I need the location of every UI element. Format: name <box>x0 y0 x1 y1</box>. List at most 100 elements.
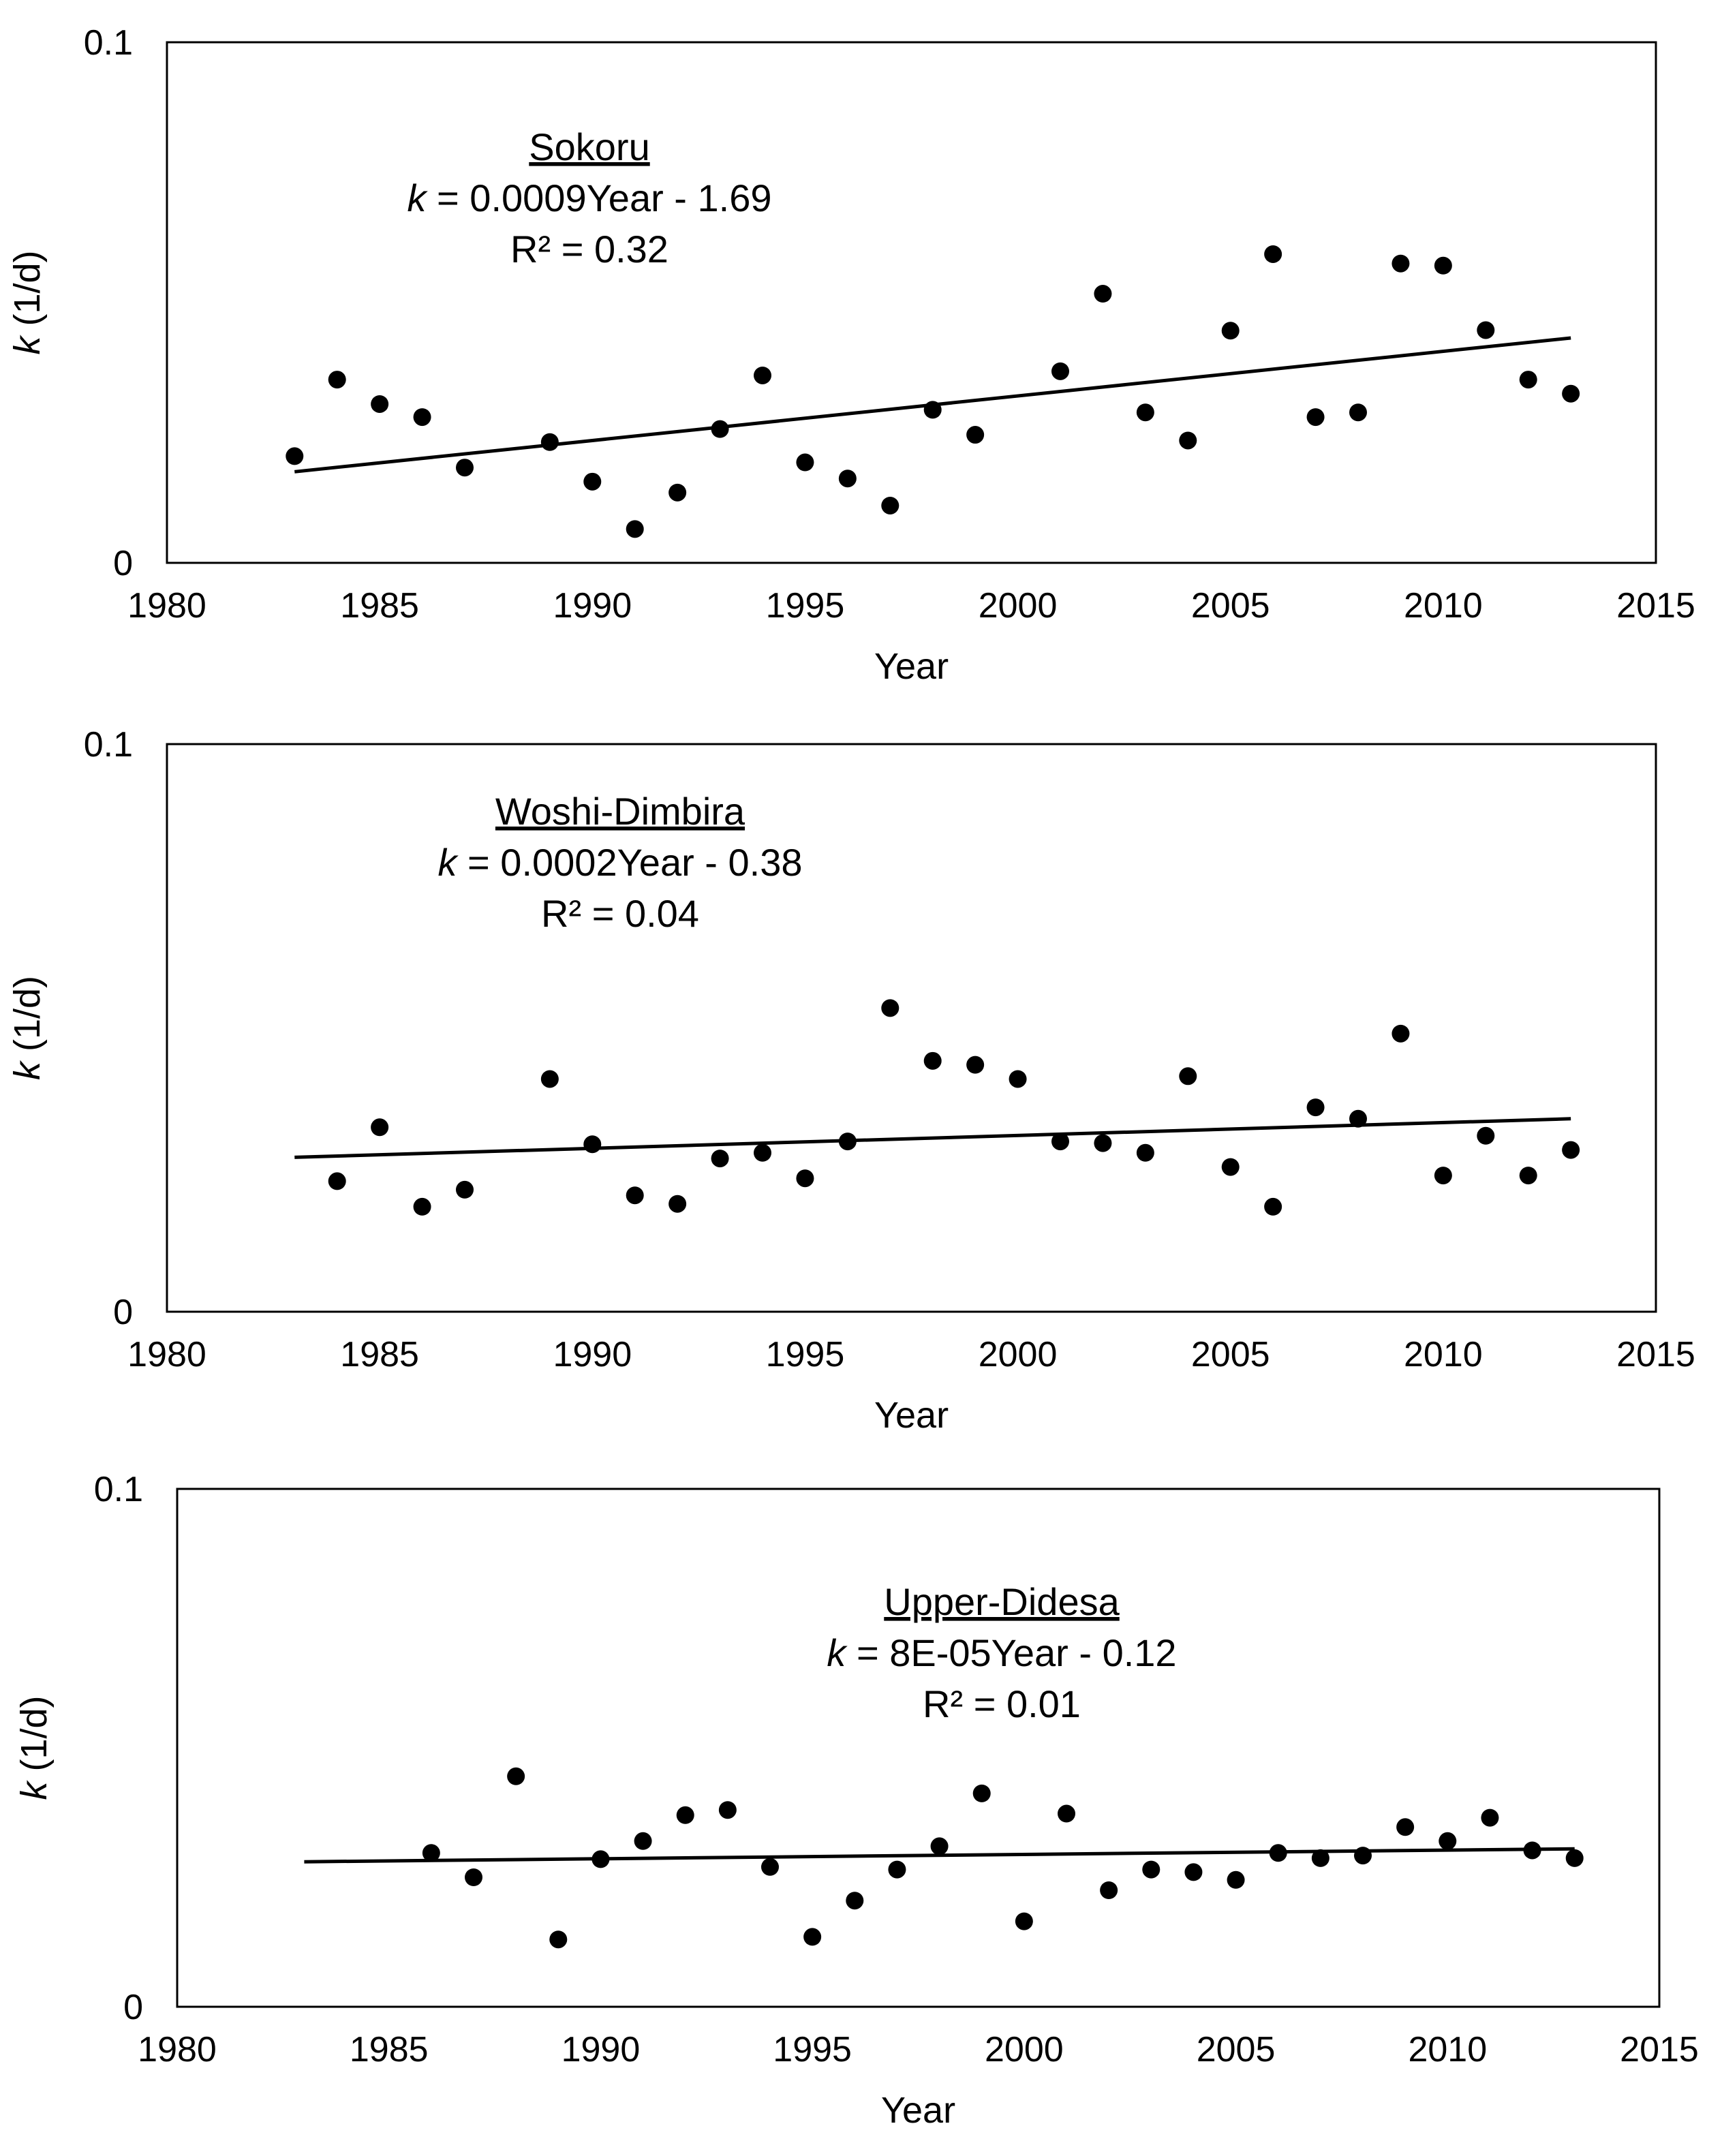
data-point <box>507 1767 525 1785</box>
x-tick-label: 1985 <box>350 2030 429 2069</box>
x-tick-label: 2005 <box>1191 1335 1270 1374</box>
y-tick-label: 0 <box>123 1988 143 2027</box>
chart-panel-upper-didesa: 0 0.1 1980 1985 1990 1995 2000 2005 2010 2015 Year… <box>14 1470 1699 2131</box>
data-point <box>1562 384 1580 403</box>
r-squared: R² = 0.32 <box>510 228 668 271</box>
x-tick-label: 1990 <box>562 2030 641 2069</box>
regression-equation: k = 0.0002Year - 0.38 <box>437 841 802 884</box>
y-tick-label: 0 <box>113 1293 133 1332</box>
data-point <box>1439 1832 1457 1850</box>
data-point <box>549 1930 568 1949</box>
x-tick-label: 1995 <box>766 586 845 626</box>
r-squared: R² = 0.04 <box>541 892 699 935</box>
x-tick-label: 2015 <box>1620 2030 1699 2069</box>
x-tick-label: 1990 <box>553 1335 632 1374</box>
data-point <box>668 1195 687 1213</box>
data-point <box>803 1928 822 1946</box>
regression-equation: k = 0.0009Year - 1.69 <box>407 176 771 219</box>
data-point <box>1392 254 1410 273</box>
x-tick-label: 2010 <box>1404 586 1483 626</box>
data-point <box>761 1858 779 1876</box>
trendline <box>294 1117 1571 1159</box>
data-point <box>1136 403 1154 422</box>
data-point <box>1349 403 1367 422</box>
data-point <box>1434 256 1452 275</box>
x-tick-label: 2005 <box>1191 586 1270 626</box>
data-point <box>1565 1849 1584 1867</box>
data-point <box>754 366 771 384</box>
x-tick-label: 1995 <box>766 1335 845 1374</box>
data-point <box>711 420 729 438</box>
data-point <box>1434 1167 1452 1185</box>
plot-frame <box>166 743 1657 1313</box>
data-point <box>930 1837 949 1855</box>
y-tick-label: 0 <box>113 544 133 583</box>
data-point <box>881 999 900 1017</box>
data-point <box>1523 1841 1541 1860</box>
regression-equation: k = 8E-05Year - 0.12 <box>827 1631 1176 1674</box>
data-point <box>1477 1126 1495 1145</box>
data-point <box>413 408 431 427</box>
data-point <box>923 401 942 419</box>
site-name: Upper-Didesa <box>884 1580 1120 1623</box>
data-point <box>371 395 389 413</box>
y-tick-label: 0.1 <box>84 725 133 765</box>
data-point <box>1519 1167 1537 1185</box>
x-tick-label: 1990 <box>553 586 632 626</box>
x-tick-label: 2015 <box>1616 586 1695 626</box>
data-point <box>540 1070 559 1088</box>
data-point <box>711 1150 729 1168</box>
data-point <box>1142 1860 1160 1879</box>
data-point <box>846 1892 864 1910</box>
data-point <box>1179 1067 1197 1085</box>
data-point <box>540 433 559 451</box>
data-point <box>1100 1881 1118 1899</box>
data-point <box>583 1135 602 1154</box>
data-point <box>1058 1804 1075 1823</box>
data-point <box>966 426 985 444</box>
x-axis-title: Year <box>874 646 949 687</box>
data-point <box>456 1180 474 1199</box>
data-point <box>1477 321 1495 339</box>
x-axis-title: Year <box>881 2090 955 2131</box>
data-point <box>1094 285 1112 303</box>
x-tick-label: 2000 <box>985 2030 1064 2069</box>
data-point <box>1306 408 1325 427</box>
r-squared: R² = 0.01 <box>923 1682 1081 1725</box>
data-point <box>626 520 644 538</box>
y-axis-title: k (1/d) <box>7 250 48 354</box>
plot-frame <box>166 41 1657 564</box>
plot-frame <box>176 1488 1661 2008</box>
data-point <box>923 1051 942 1070</box>
data-point <box>881 496 900 514</box>
x-tick-label: 1995 <box>773 2030 852 2069</box>
data-point <box>465 1868 482 1886</box>
data-point <box>1184 1863 1203 1881</box>
data-point <box>796 1169 814 1188</box>
data-point <box>1136 1143 1154 1162</box>
data-point <box>422 1844 440 1862</box>
data-point <box>286 447 304 465</box>
data-point <box>668 483 687 502</box>
x-tick-label: 2000 <box>979 1335 1058 1374</box>
data-point <box>1221 322 1240 340</box>
data-point <box>1009 1070 1027 1088</box>
data-point <box>676 1806 694 1824</box>
site-name: Sokoru <box>529 125 649 168</box>
data-point <box>838 469 857 488</box>
x-tick-label: 1985 <box>340 1335 419 1374</box>
data-point <box>1519 371 1537 389</box>
data-point <box>1179 431 1197 450</box>
data-point <box>583 472 602 491</box>
data-point <box>888 1860 906 1879</box>
chart-panel-sokoru: 0 0.1 1980 1985 1990 1995 2000 2005 2010 2015 Year… <box>7 23 1695 687</box>
y-axis-title: k (1/d) <box>7 976 48 1080</box>
data-point <box>1269 1844 1287 1862</box>
x-tick-label: 1980 <box>138 2030 217 2069</box>
x-tick-label: 2010 <box>1404 1335 1483 1374</box>
x-tick-label: 1980 <box>127 1335 206 1374</box>
x-tick-label: 2000 <box>979 586 1058 626</box>
data-point <box>718 1801 737 1819</box>
site-name: Woshi-Dimbira <box>495 790 745 833</box>
